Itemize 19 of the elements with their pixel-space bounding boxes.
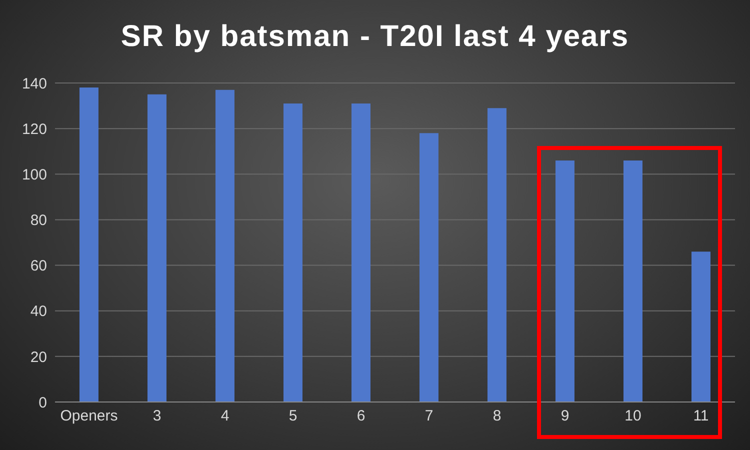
y-tick-label: 20 — [30, 348, 47, 366]
y-tick-label: 120 — [22, 120, 47, 138]
x-tick-label: 5 — [288, 408, 298, 425]
y-tick-label: 80 — [30, 212, 47, 230]
x-tick-label: 3 — [152, 408, 162, 425]
x-tick-label: 10 — [624, 408, 642, 425]
x-tick-label: 8 — [492, 408, 502, 425]
x-tick-label: 7 — [424, 408, 434, 425]
y-tick-label: 0 — [38, 394, 47, 412]
y-tick-label: 140 — [22, 75, 47, 92]
y-tick-label: 60 — [30, 258, 47, 275]
x-tick-label: 6 — [356, 408, 366, 425]
y-tick-label: 100 — [22, 166, 47, 184]
y-tick-label: 40 — [30, 303, 47, 320]
chart-title: SR by batsman - T20I last 4 years — [120, 20, 630, 54]
x-tick-label: 9 — [560, 408, 570, 425]
x-tick-label: 4 — [220, 408, 230, 425]
x-tick-label: Openers — [60, 408, 118, 425]
x-tick-label: 11 — [693, 408, 709, 425]
